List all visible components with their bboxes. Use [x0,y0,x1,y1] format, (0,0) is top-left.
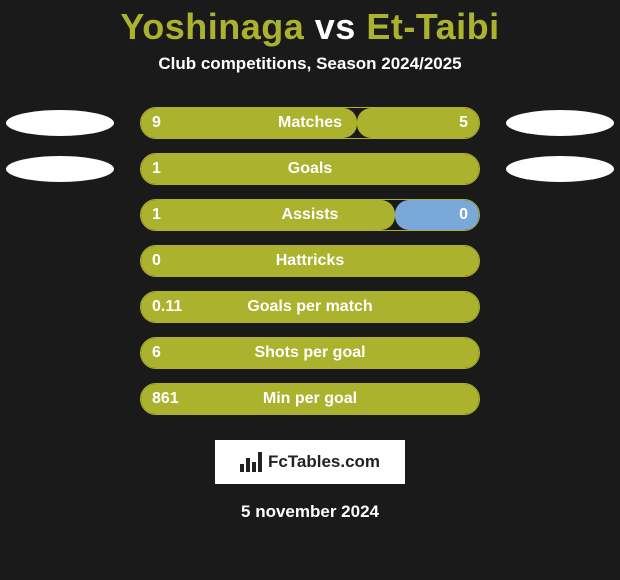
title-separator: vs [315,6,356,47]
stat-fill-right [395,200,480,230]
date-label: 5 november 2024 [0,502,620,522]
stat-row: Matches95 [0,104,620,150]
stat-fill-left [141,154,479,184]
page-title: Yoshinaga vs Et-Taibi [0,0,620,48]
stat-bar [140,245,480,277]
player-right-name: Et-Taibi [366,6,499,47]
stat-bar [140,383,480,415]
stat-fill-left [141,292,479,322]
player-left-badge [6,156,114,182]
stat-bar [140,107,480,139]
player-right-badge [506,110,614,136]
stat-bar [140,153,480,185]
stat-fill-left [141,246,479,276]
stat-row: Hattricks0 [0,242,620,288]
stat-fill-left [141,200,395,230]
stats-list: Matches95Goals1Assists10Hattricks0Goals … [0,104,620,426]
logo-chart-icon [240,452,262,472]
stat-bar [140,337,480,369]
stat-row: Assists10 [0,196,620,242]
stat-bar [140,199,480,231]
stat-row: Goals1 [0,150,620,196]
player-left-name: Yoshinaga [120,6,304,47]
logo-text: FcTables.com [268,452,380,472]
player-right-badge [506,156,614,182]
site-logo[interactable]: FcTables.com [215,440,405,484]
stat-row: Shots per goal6 [0,334,620,380]
stat-fill-left [141,384,479,414]
stat-row: Goals per match0.11 [0,288,620,334]
stat-fill-right [357,108,479,138]
subtitle: Club competitions, Season 2024/2025 [0,54,620,74]
stat-fill-left [141,338,479,368]
stat-row: Min per goal861 [0,380,620,426]
stat-bar [140,291,480,323]
stat-fill-left [141,108,357,138]
player-left-badge [6,110,114,136]
comparison-card: Yoshinaga vs Et-Taibi Club competitions,… [0,0,620,580]
